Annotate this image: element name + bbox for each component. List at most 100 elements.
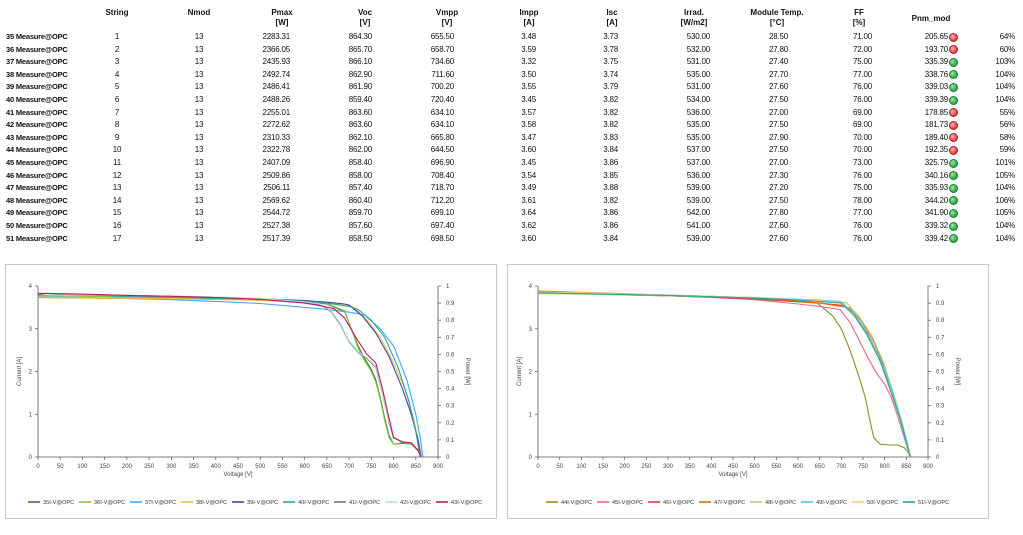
cell-pmax: 2544.72 [262,208,290,218]
x-tick-label: 800 [880,464,891,470]
header-unit: [V] [441,18,453,27]
cell-module-temp: 27.00 [768,158,788,167]
x-tick-label: 350 [685,464,696,470]
x-tick-label: 100 [576,464,587,470]
x-tick-label: 0 [536,464,540,470]
series-line-38I-V@OPC [37,296,423,458]
y2-tick-label: 0.8 [446,318,455,324]
cell-vmpp: 658.70 [430,44,454,54]
header-unit: [°C] [769,18,785,27]
status-indicator [949,120,958,130]
cell-isc: 3.84 [603,145,618,155]
cell-pmax: 2283.31 [262,32,290,41]
header-unit: [W] [275,18,289,27]
cell-irrad: 539.00 [686,183,710,193]
iv-chart-panel-right: 0 50 100 150 200 250 300 350 400 450 500 550 600 650 7… [507,264,989,519]
cell-irrad: 539.00 [686,195,710,205]
measurement-table: String Nmod Pmax [W] Voc [V] Vmpp [V] Impp [A] Isc… [0,0,1023,250]
cell-irrad: 534.00 [686,95,710,104]
pct-value: 105% [995,170,1015,180]
header-unit: [A] [523,18,535,27]
row-name: 44 Measure@OPC [6,145,68,155]
header-label: Pmax [271,8,293,17]
cell-isc: 3.73 [603,32,618,41]
status-indicator [949,45,958,55]
pct-value: 104% [995,183,1015,193]
y2-axis-label: Power [W] [954,358,960,386]
cell-pmax: 2506.11 [263,183,290,193]
x-tick-label: 550 [771,464,782,470]
x-tick-label: 250 [144,464,155,470]
pct-value: 103% [995,57,1015,67]
x-tick-label: 550 [277,464,288,470]
cell-voc: 858.00 [348,170,372,180]
pct-value: 104% [995,82,1015,92]
y2-tick-label: 0.5 [446,370,455,376]
iv-chart-svg: 0 50 100 150 200 250 300 350 400 450 500 550 600 650 7… [517,284,960,506]
cell-module-temp: 27.80 [768,44,788,54]
cell-pmax: 2517.39 [262,233,290,243]
y2-tick-label: 0.7 [446,335,455,341]
cell-vmpp: 720.40 [430,95,454,104]
row-name: 50 Measure@OPC [6,221,68,230]
row-name: 48 Measure@OPC [6,195,68,205]
cell-pnm-mod: 192.35 [924,145,948,155]
cell-pmax: 2492.74 [262,69,290,79]
cell-pmax: 2486.41 [262,82,290,92]
row-name: 38 Measure@OPC [6,69,68,79]
header-pnm-mod: Pnm_mod [891,14,971,24]
cell-pmax: 2272.62 [262,120,290,130]
cell-impp: 3.60 [521,145,536,155]
cell-string: 3 [114,57,120,67]
cell-ff: 70.00 [852,145,872,155]
status-indicator [949,158,958,168]
cell-impp: 3.60 [521,233,536,243]
series-line-37I-V@OPC [37,296,424,458]
cell-vmpp: 699.10 [430,208,454,218]
series-line-40I-V@OPC [37,293,421,458]
header-unit: [A] [606,18,618,27]
cell-impp: 3.59 [521,44,536,54]
pct-value: 104% [995,95,1015,104]
cell-irrad: 542.00 [686,208,710,218]
pct-value: 59% [999,145,1016,155]
cell-isc: 3.82 [603,95,618,104]
y2-tick-label: 0.5 [936,370,945,376]
cell-pmax: 2527.38 [262,221,290,230]
cell-string: 9 [114,132,120,142]
cell-ff: 77.00 [852,69,872,79]
y2-tick-label: 0.2 [446,421,455,427]
cell-nmod: 13 [194,44,204,54]
cell-ff: 69.00 [852,120,872,130]
header-pmax: Pmax [W] [242,8,322,28]
x-axis-label: Voltage [V] [223,472,252,478]
cell-voc: 861.90 [348,82,372,92]
header-isc: Isc [A] [572,8,652,28]
cell-pnm-mod: 339.39 [924,95,948,104]
pct-value: 105% [995,208,1015,218]
cell-module-temp: 27.50 [768,120,788,130]
cell-pmax: 2255.01 [262,107,290,117]
header-vmpp: Vmpp [V] [407,8,487,28]
y2-tick-label: 0 [446,455,450,461]
y2-tick-label: 0.1 [936,438,945,444]
iv-chart-svg: 0 50 100 150 200 250 300 350 400 450 500 550 600 650 7… [17,284,482,506]
cell-pmax: 2322.78 [262,145,290,155]
cell-voc: 858.50 [348,233,372,243]
status-indicator [949,82,958,92]
cell-voc: 862.10 [348,132,372,142]
y2-tick-label: 0.1 [446,438,455,444]
series-line-35I-V@OPC [37,296,423,458]
y-tick-label: 1 [29,412,33,418]
y2-tick-label: 0.6 [446,352,455,358]
y-axis-label: Current [A] [17,357,23,386]
cell-irrad: 535.00 [686,120,710,130]
x-tick-label: 850 [901,464,912,470]
status-indicator [949,145,958,155]
cell-pmax: 2509.86 [262,170,290,180]
cell-nmod: 13 [194,69,204,79]
cell-irrad: 532.00 [686,44,710,54]
cell-pnm-mod: 178.85 [924,107,948,117]
legend-entry: 35I-V@OPC [43,500,74,506]
cell-nmod: 13 [194,208,204,218]
